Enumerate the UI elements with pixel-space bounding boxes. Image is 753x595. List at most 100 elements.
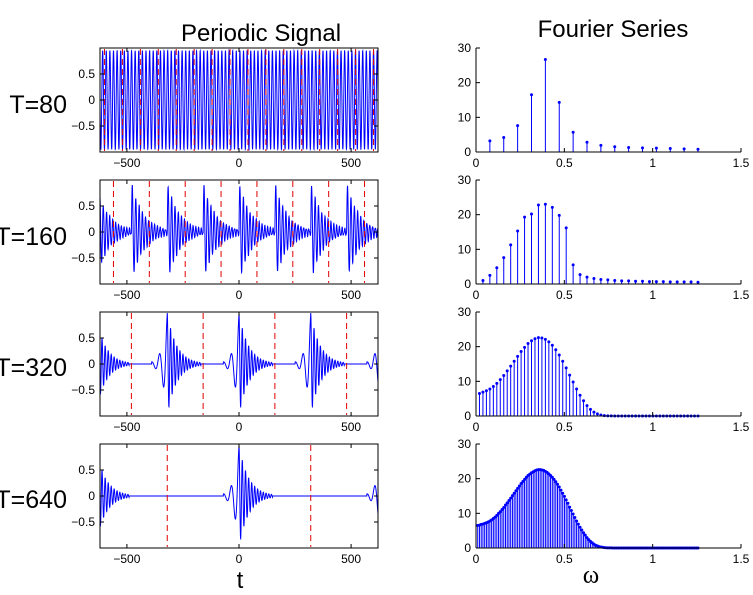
stem-point [661, 280, 665, 284]
panel-spectrum-1: 0 0.5 1 1.5 0 10 20 30 [458, 41, 750, 170]
stem-point [568, 505, 572, 509]
stem-point [503, 503, 507, 507]
x-tick-label: 0 [236, 288, 243, 302]
stem-point [668, 147, 672, 151]
x-tick-label: 1.5 [733, 156, 750, 170]
stem-point [491, 385, 495, 389]
stem-point [576, 522, 580, 526]
stem-point [557, 353, 561, 357]
y-tick-label: 0 [464, 145, 471, 159]
stem-point [571, 130, 575, 134]
stem-point [536, 203, 540, 207]
stem-point [580, 528, 584, 532]
stem-point [516, 124, 520, 128]
panel-signal-4: −500 0 500 0.5 0 −0.5 [71, 443, 379, 566]
x-tick-label: 1.5 [733, 552, 750, 566]
stem-point [507, 499, 511, 503]
stem-point [512, 359, 516, 363]
row-label-t160: T=160 [0, 223, 67, 251]
stem-point [523, 215, 527, 219]
panel-spectrum-3: 0 0.5 1 1.5 0 10 20 30 [458, 305, 750, 434]
panel-signal-1: −500 0 500 0.5 0 −0.5 [71, 47, 379, 170]
stem-point [517, 484, 521, 488]
stem-point [566, 501, 570, 505]
stem-point [512, 491, 516, 495]
y-tick-label: 0 [464, 409, 471, 423]
stem-point [540, 336, 544, 340]
y-tick-label: 20 [458, 208, 472, 222]
stem-point [502, 373, 506, 377]
stem-point [543, 57, 547, 61]
y-tick-label: −0.5 [71, 515, 95, 529]
stem-point [554, 480, 558, 484]
stem-point [641, 146, 645, 150]
x-tick-label: 0 [236, 156, 243, 170]
x-tick-label: −500 [113, 552, 140, 566]
stem-point [561, 359, 565, 363]
stem-point [533, 337, 537, 341]
y-tick-label: 0 [88, 225, 95, 239]
row-label-t320: T=320 [0, 354, 67, 382]
x-tick-label: 0 [236, 420, 243, 434]
stem-point [689, 280, 693, 284]
stem-point [505, 501, 509, 505]
y-tick-label: 30 [458, 305, 472, 319]
y-tick-label: 20 [458, 340, 472, 354]
x-tick-label: 0 [236, 552, 243, 566]
stem-point [557, 213, 561, 217]
stem-point [521, 479, 525, 483]
stem-point [523, 345, 527, 349]
stem-point [582, 531, 586, 535]
y-tick-label: 20 [458, 76, 472, 90]
y-tick-label: 30 [458, 41, 472, 55]
stem-point [498, 378, 502, 382]
panel-spectrum-4: 0 0.5 1 1.5 0 10 20 30 [458, 437, 750, 566]
x-axis-label-omega: ω [583, 562, 599, 589]
y-tick-label: 30 [458, 437, 472, 451]
stem-point [571, 380, 575, 384]
stem-point [562, 494, 566, 498]
stem-point [568, 373, 572, 377]
stem-point [547, 340, 551, 344]
stem-point [526, 342, 530, 346]
stem-point [550, 205, 554, 209]
stem-point [583, 533, 587, 537]
y-tick-label: 20 [458, 472, 472, 486]
panel-spectrum-2: 0 0.5 1 1.5 0 10 20 30 [458, 173, 750, 302]
x-tick-label: −500 [113, 288, 140, 302]
stem-point [552, 477, 556, 481]
x-tick-label: 500 [341, 156, 361, 170]
x-tick-label: −500 [113, 156, 140, 170]
x-tick-label: 0 [473, 156, 480, 170]
stem-point [561, 491, 565, 495]
y-tick-label: 0 [88, 489, 95, 503]
stem-point [585, 140, 589, 144]
y-tick-label: 0 [464, 541, 471, 555]
x-axis-label-t: t [237, 567, 244, 594]
stem-point [682, 147, 686, 151]
stem-point [613, 279, 617, 283]
stem-point [498, 510, 502, 514]
stem-point [588, 407, 592, 411]
stem-point [554, 348, 558, 352]
stem-point [668, 280, 672, 284]
stem-point [585, 536, 589, 540]
row-label-t640: T=640 [0, 486, 67, 514]
stem-point [495, 513, 499, 517]
y-tick-label: 0.5 [78, 463, 95, 477]
stem-point [585, 404, 589, 408]
y-tick-label: 0 [88, 357, 95, 371]
x-tick-label: 0.5 [556, 156, 573, 170]
stem-point [505, 369, 509, 373]
stem-point [557, 485, 561, 489]
stem-point [575, 519, 579, 523]
stem-point [585, 275, 589, 279]
stem-point [620, 279, 624, 283]
x-tick-label: 500 [341, 552, 361, 566]
stem-point [556, 482, 560, 486]
stem-point [509, 496, 513, 500]
signal-line [100, 184, 378, 275]
y-tick-label: −0.5 [71, 251, 95, 265]
stem-point [502, 256, 506, 260]
